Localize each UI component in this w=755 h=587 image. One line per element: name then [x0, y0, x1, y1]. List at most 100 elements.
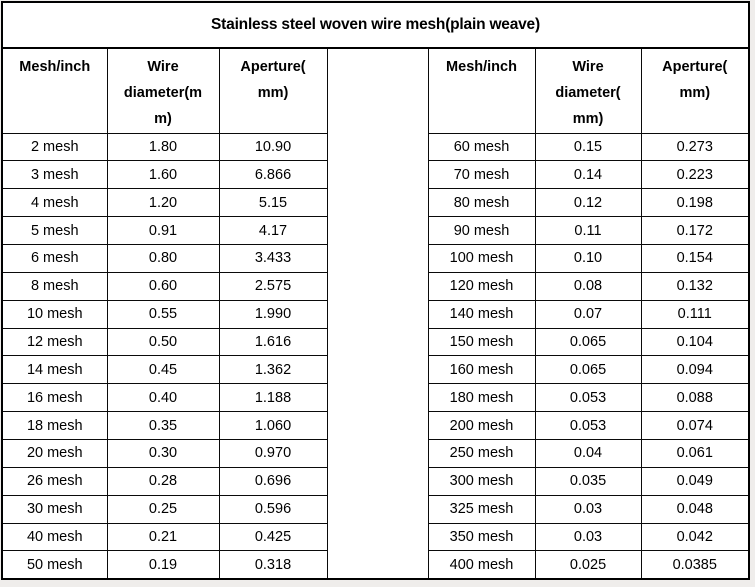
- header-line: Mesh/inch: [446, 59, 517, 75]
- mesh-cell: 325 mesh: [427, 494, 536, 524]
- table-row: 160 mesh 0.065 0.094: [427, 355, 748, 385]
- wire-diameter-cell: 0.11: [534, 216, 642, 245]
- table-row: 3 mesh 1.60 6.866: [3, 160, 328, 190]
- header-line: mm): [679, 85, 711, 101]
- mesh-cell: 160 mesh: [427, 355, 536, 385]
- wire-diameter-cell: 0.053: [534, 383, 642, 413]
- mesh-cell: 14 mesh: [3, 355, 108, 385]
- wire-diameter-cell: 0.053: [534, 411, 642, 440]
- right-table-rows: 60 mesh 0.15 0.273 70 mesh 0.14 0.223 80 mesh 0…: [427, 132, 748, 578]
- header-line: Mesh/inch: [19, 59, 91, 75]
- table-row: 18 mesh 0.35 1.060: [3, 411, 328, 440]
- table-row: 60 mesh 0.15 0.273: [427, 132, 748, 162]
- header-line: mm): [572, 111, 604, 127]
- mesh-cell: 100 mesh: [427, 243, 536, 273]
- wire-diameter-cell: 0.21: [106, 522, 220, 552]
- table-row: 350 mesh 0.03 0.042: [427, 522, 748, 552]
- left-table: Mesh/inch Wire diameter(m m) Aperture( mm) 2 …: [3, 49, 328, 578]
- wire-diameter-cell: 0.19: [106, 550, 220, 578]
- wire-diameter-cell: 1.80: [106, 132, 220, 162]
- table-row: 70 mesh 0.14 0.223: [427, 160, 748, 190]
- mesh-cell: 30 mesh: [3, 494, 108, 524]
- aperture-cell: 0.104: [640, 327, 748, 357]
- wire-diameter-cell: 0.15: [534, 132, 642, 162]
- header-line: Aperture(: [240, 59, 306, 75]
- mesh-cell: 140 mesh: [427, 299, 536, 329]
- aperture-cell: 0.425: [218, 522, 328, 552]
- mesh-cell: 180 mesh: [427, 383, 536, 413]
- table-row: 20 mesh 0.30 0.970: [3, 438, 328, 468]
- table-row: 80 mesh 0.12 0.198: [427, 188, 748, 218]
- wire-diameter-cell: 0.80: [106, 243, 220, 273]
- aperture-cell: 1.990: [218, 299, 328, 329]
- wire-mesh-spec-table: Stainless steel woven wire mesh(plain we…: [1, 1, 750, 580]
- header-aperture: Aperture( mm): [218, 49, 328, 134]
- table-row: 10 mesh 0.55 1.990: [3, 299, 328, 329]
- aperture-cell: 4.17: [218, 216, 328, 245]
- wire-diameter-cell: 0.10: [534, 243, 642, 273]
- mesh-cell: 26 mesh: [3, 466, 108, 496]
- wire-diameter-cell: 0.07: [534, 299, 642, 329]
- wire-diameter-cell: 0.065: [534, 355, 642, 385]
- table-row: 50 mesh 0.19 0.318: [3, 550, 328, 578]
- table-row: 30 mesh 0.25 0.596: [3, 494, 328, 524]
- aperture-cell: 1.060: [218, 411, 328, 440]
- mesh-cell: 150 mesh: [427, 327, 536, 357]
- aperture-cell: 0.273: [640, 132, 748, 162]
- aperture-cell: 0.094: [640, 355, 748, 385]
- wire-diameter-cell: 0.14: [534, 160, 642, 190]
- mesh-cell: 300 mesh: [427, 466, 536, 496]
- mesh-cell: 16 mesh: [3, 383, 108, 413]
- wire-diameter-cell: 0.35: [106, 411, 220, 440]
- table-row: 6 mesh 0.80 3.433: [3, 243, 328, 273]
- table-row: 2 mesh 1.80 10.90: [3, 132, 328, 162]
- header-aperture: Aperture( mm): [640, 49, 748, 134]
- header-line: diameter(: [555, 85, 621, 101]
- table-row: 100 mesh 0.10 0.154: [427, 243, 748, 273]
- header-line: Wire: [572, 59, 604, 75]
- table-row: 200 mesh 0.053 0.074: [427, 411, 748, 440]
- aperture-cell: 0.042: [640, 522, 748, 552]
- mesh-cell: 50 mesh: [3, 550, 108, 578]
- header-line: Aperture(: [662, 59, 728, 75]
- mesh-cell: 10 mesh: [3, 299, 108, 329]
- mesh-cell: 18 mesh: [3, 411, 108, 440]
- mesh-cell: 250 mesh: [427, 438, 536, 468]
- table-title: Stainless steel woven wire mesh(plain we…: [3, 3, 748, 49]
- aperture-cell: 0.223: [640, 160, 748, 190]
- aperture-cell: 1.362: [218, 355, 328, 385]
- right-header-row: Mesh/inch Wire diameter( mm) Aperture( mm): [427, 49, 748, 134]
- mesh-cell: 120 mesh: [427, 271, 536, 301]
- table-row: 4 mesh 1.20 5.15: [3, 188, 328, 218]
- mesh-cell: 400 mesh: [427, 550, 536, 578]
- aperture-cell: 2.575: [218, 271, 328, 301]
- wire-diameter-cell: 1.60: [106, 160, 220, 190]
- table-row: 400 mesh 0.025 0.0385: [427, 550, 748, 578]
- aperture-cell: 0.172: [640, 216, 748, 245]
- wire-diameter-cell: 0.035: [534, 466, 642, 496]
- wire-diameter-cell: 0.12: [534, 188, 642, 218]
- header-line: m): [154, 111, 172, 127]
- aperture-cell: 0.111: [640, 299, 748, 329]
- mesh-cell: 90 mesh: [427, 216, 536, 245]
- wire-diameter-cell: 0.40: [106, 383, 220, 413]
- table-row: 180 mesh 0.053 0.088: [427, 383, 748, 413]
- header-wire-diameter: Wire diameter(m m): [106, 49, 220, 134]
- table-row: 150 mesh 0.065 0.104: [427, 327, 748, 357]
- header-line: mm): [257, 85, 289, 101]
- mesh-cell: 70 mesh: [427, 160, 536, 190]
- aperture-cell: 0.0385: [640, 550, 748, 578]
- mesh-cell: 12 mesh: [3, 327, 108, 357]
- aperture-cell: 3.433: [218, 243, 328, 273]
- mesh-cell: 60 mesh: [427, 132, 536, 162]
- mesh-cell: 5 mesh: [3, 216, 108, 245]
- wire-diameter-cell: 0.065: [534, 327, 642, 357]
- table-row: 12 mesh 0.50 1.616: [3, 327, 328, 357]
- aperture-cell: 0.198: [640, 188, 748, 218]
- aperture-cell: 0.132: [640, 271, 748, 301]
- aperture-cell: 0.696: [218, 466, 328, 496]
- aperture-cell: 0.048: [640, 494, 748, 524]
- mesh-cell: 350 mesh: [427, 522, 536, 552]
- wire-diameter-cell: 0.50: [106, 327, 220, 357]
